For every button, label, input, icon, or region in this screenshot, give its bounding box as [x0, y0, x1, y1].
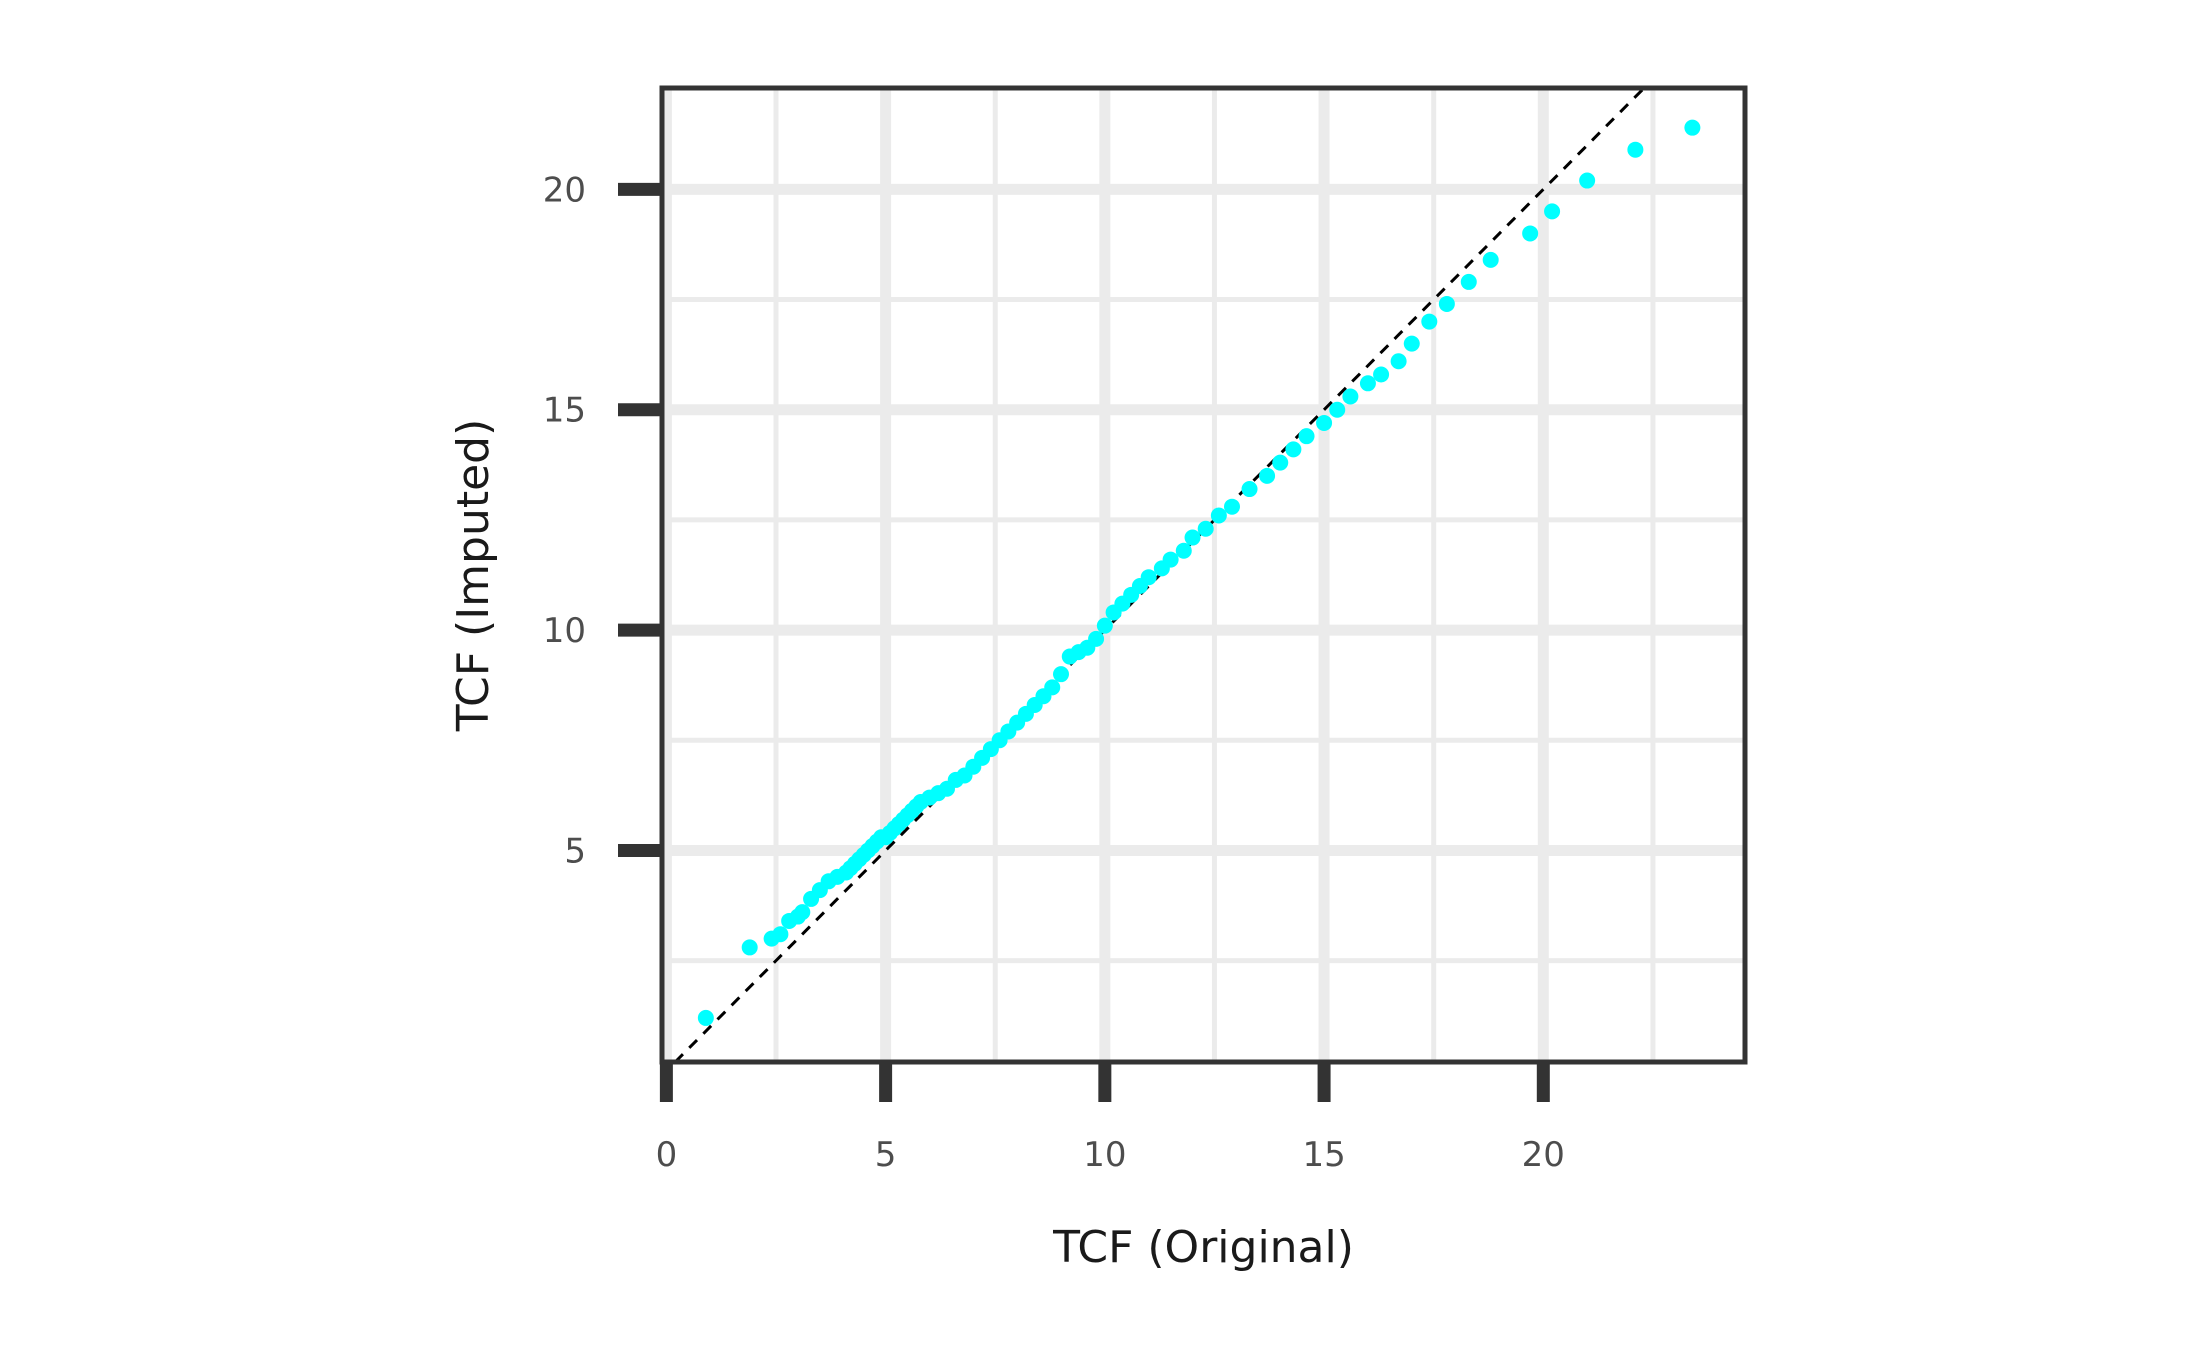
data-point — [1210, 507, 1227, 524]
x-axis: 0 5 10 15 20 — [656, 1064, 1565, 1175]
data-point — [1329, 401, 1346, 418]
y-tick-label: 10 — [543, 611, 586, 651]
data-point — [1373, 366, 1390, 383]
data-point — [1096, 617, 1113, 634]
data-point — [1044, 679, 1061, 696]
data-point — [1241, 481, 1258, 498]
x-tick-label: 15 — [1302, 1135, 1345, 1175]
data-point — [1482, 251, 1499, 268]
data-point — [741, 939, 758, 956]
grid-minor-lines — [662, 88, 1745, 1062]
data-point — [1053, 666, 1069, 683]
plot-panel-border — [659, 85, 1748, 1065]
data-point — [1175, 542, 1192, 559]
x-tick-label: 5 — [875, 1135, 897, 1175]
y-tick-label: 5 — [564, 831, 586, 871]
grid-major-lines — [660, 88, 1745, 1062]
data-point — [1184, 529, 1201, 546]
x-tick-label: 0 — [656, 1135, 678, 1175]
x-tick-label: 20 — [1522, 1135, 1565, 1175]
data-point — [772, 926, 789, 943]
x-axis-title: TCF (Original) — [1052, 1222, 1354, 1273]
data-point — [1197, 520, 1214, 537]
data-point — [1438, 295, 1455, 312]
x-tick-label: 10 — [1083, 1135, 1126, 1175]
data-point — [1421, 313, 1438, 330]
y-axis: 5 10 15 20 — [543, 170, 660, 871]
data-point — [1522, 225, 1539, 242]
data-point — [1627, 141, 1644, 158]
data-point — [1579, 172, 1596, 189]
data-point — [1544, 203, 1561, 220]
data-point — [1342, 388, 1359, 405]
y-tick-label: 15 — [543, 391, 586, 431]
data-point — [1460, 273, 1477, 290]
data-points — [697, 119, 1701, 1026]
data-point — [1259, 467, 1276, 484]
data-point — [1272, 454, 1289, 471]
y-axis-title: TCF (Imputed) — [448, 419, 499, 733]
data-point — [1359, 375, 1376, 392]
data-point — [1162, 551, 1179, 568]
data-point — [1403, 335, 1420, 352]
data-point — [1390, 353, 1407, 370]
data-point — [1140, 569, 1157, 586]
data-point — [1285, 441, 1302, 458]
data-point — [697, 1009, 714, 1026]
data-point — [1298, 428, 1315, 445]
data-point — [1316, 414, 1333, 431]
data-point — [1684, 119, 1701, 136]
y-tick-label: 20 — [543, 170, 586, 210]
data-point — [794, 904, 811, 921]
data-point — [1088, 630, 1105, 647]
data-point — [1224, 498, 1240, 515]
